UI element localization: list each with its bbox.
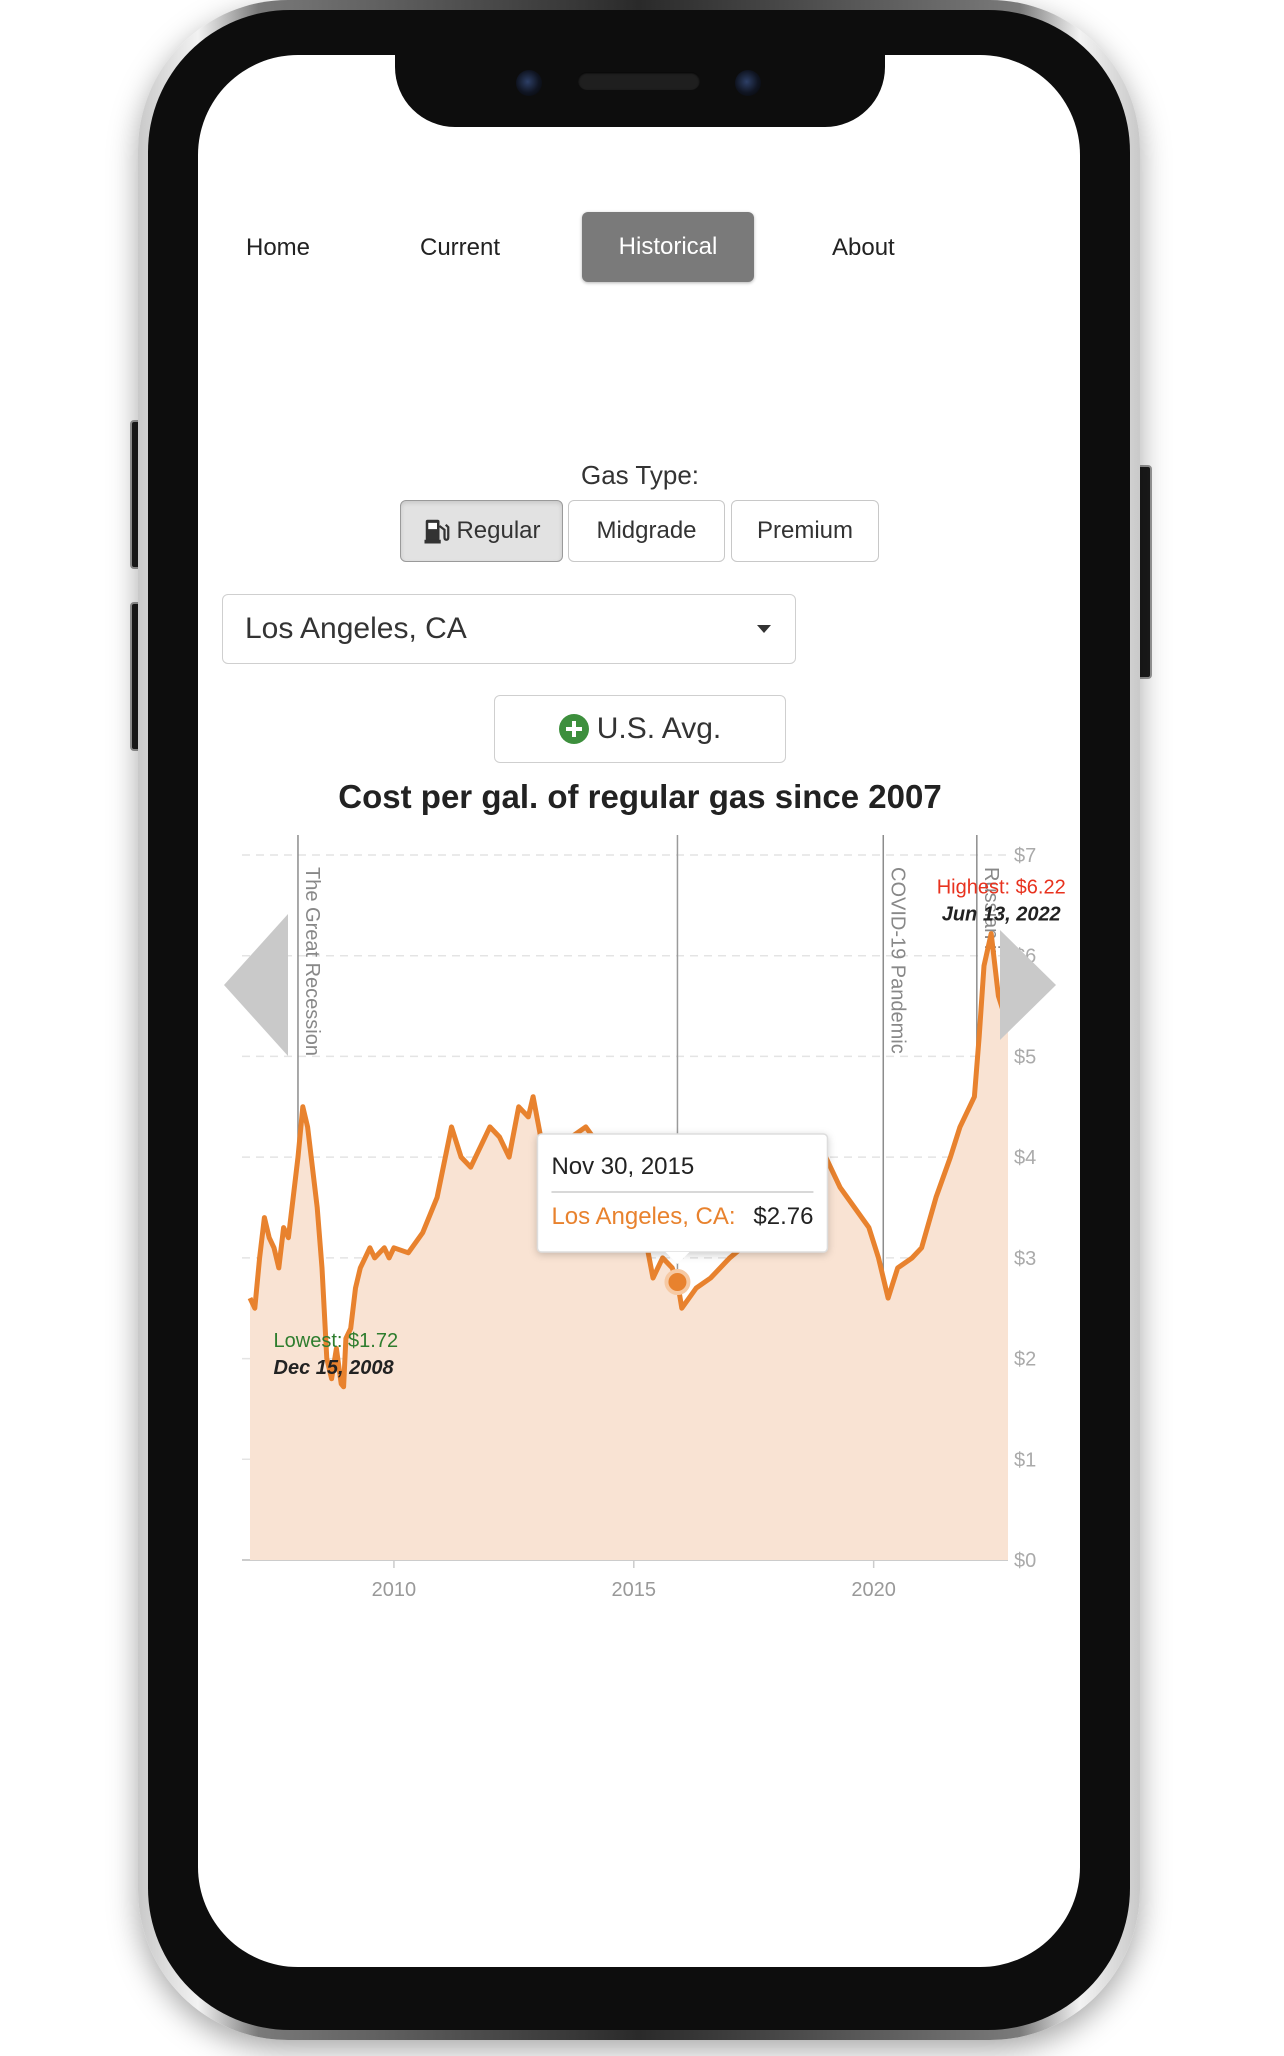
tooltip-value: $2.76 (753, 1203, 813, 1230)
x-tick-label: 2015 (612, 1579, 657, 1601)
gas-type-label: Gas Type: (580, 460, 700, 490)
gas-option-label: Regular (456, 517, 541, 544)
gas-option-midgrade[interactable]: Midgrade (568, 500, 725, 562)
annotation-date: Dec 15, 2008 (274, 1357, 395, 1379)
sensor-icon (735, 70, 761, 96)
chevron-down-icon (757, 625, 771, 633)
nav-historical[interactable]: Historical (582, 212, 754, 282)
y-tick-label: $2 (1014, 1349, 1036, 1371)
annotation-value: Lowest: $1.72 (274, 1330, 399, 1352)
annotation-date: Jun 13, 2022 (942, 904, 1061, 926)
event-label: The Great Recession (301, 867, 323, 1056)
tooltip-box (536, 1133, 829, 1253)
y-tick-label: $1 (1014, 1449, 1036, 1471)
nav-about[interactable]: About (832, 234, 895, 261)
tooltip-pointer (665, 1252, 690, 1265)
pan-right-icon[interactable] (998, 910, 1058, 1060)
x-tick-label: 2020 (851, 1579, 896, 1601)
add-us-average-button[interactable]: U.S. Avg. (494, 695, 786, 763)
price-line (247, 931, 1011, 1390)
y-tick-label: $4 (1014, 1147, 1036, 1169)
notch (395, 55, 885, 127)
y-tick-label: $0 (1014, 1550, 1036, 1572)
gas-pump-icon (424, 519, 450, 544)
pan-left-icon[interactable] (222, 910, 292, 1060)
x-tick-label: 2010 (372, 1579, 417, 1601)
y-tick-label: $7 (1014, 845, 1036, 867)
hover-point[interactable] (664, 1269, 691, 1296)
location-select[interactable]: Los Angeles, CA (222, 594, 796, 664)
nav-home[interactable]: Home (246, 234, 311, 261)
chart-title: Cost per gal. of regular gas since 2007 (338, 778, 942, 815)
annotation-value: Highest: $6.22 (937, 877, 1066, 899)
add-us-average-label: U.S. Avg. (596, 712, 722, 745)
gas-option-label: Premium (756, 517, 853, 544)
earpiece-speaker (578, 72, 700, 90)
event-label: COVID-19 Pandemic (886, 867, 908, 1054)
plus-circle-icon (558, 714, 589, 744)
gas-option-premium[interactable]: Premium (731, 500, 879, 562)
gas-option-label: Midgrade (596, 517, 697, 544)
phone-screen (198, 55, 1080, 1967)
front-camera-icon (516, 70, 542, 96)
location-select-value: Los Angeles, CA (245, 612, 467, 645)
power-button (1138, 465, 1152, 679)
y-tick-label: $3 (1014, 1248, 1036, 1270)
nav-current[interactable]: Current (420, 234, 501, 261)
y-tick-label: $5 (1014, 1046, 1036, 1068)
gas-option-regular[interactable]: Regular (400, 500, 563, 562)
tooltip-date: Nov 30, 2015 (551, 1153, 694, 1180)
tooltip-series: Los Angeles, CA: (551, 1203, 735, 1230)
